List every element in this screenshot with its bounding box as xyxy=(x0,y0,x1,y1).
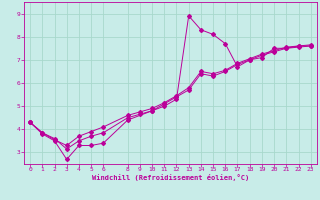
X-axis label: Windchill (Refroidissement éolien,°C): Windchill (Refroidissement éolien,°C) xyxy=(92,174,249,181)
